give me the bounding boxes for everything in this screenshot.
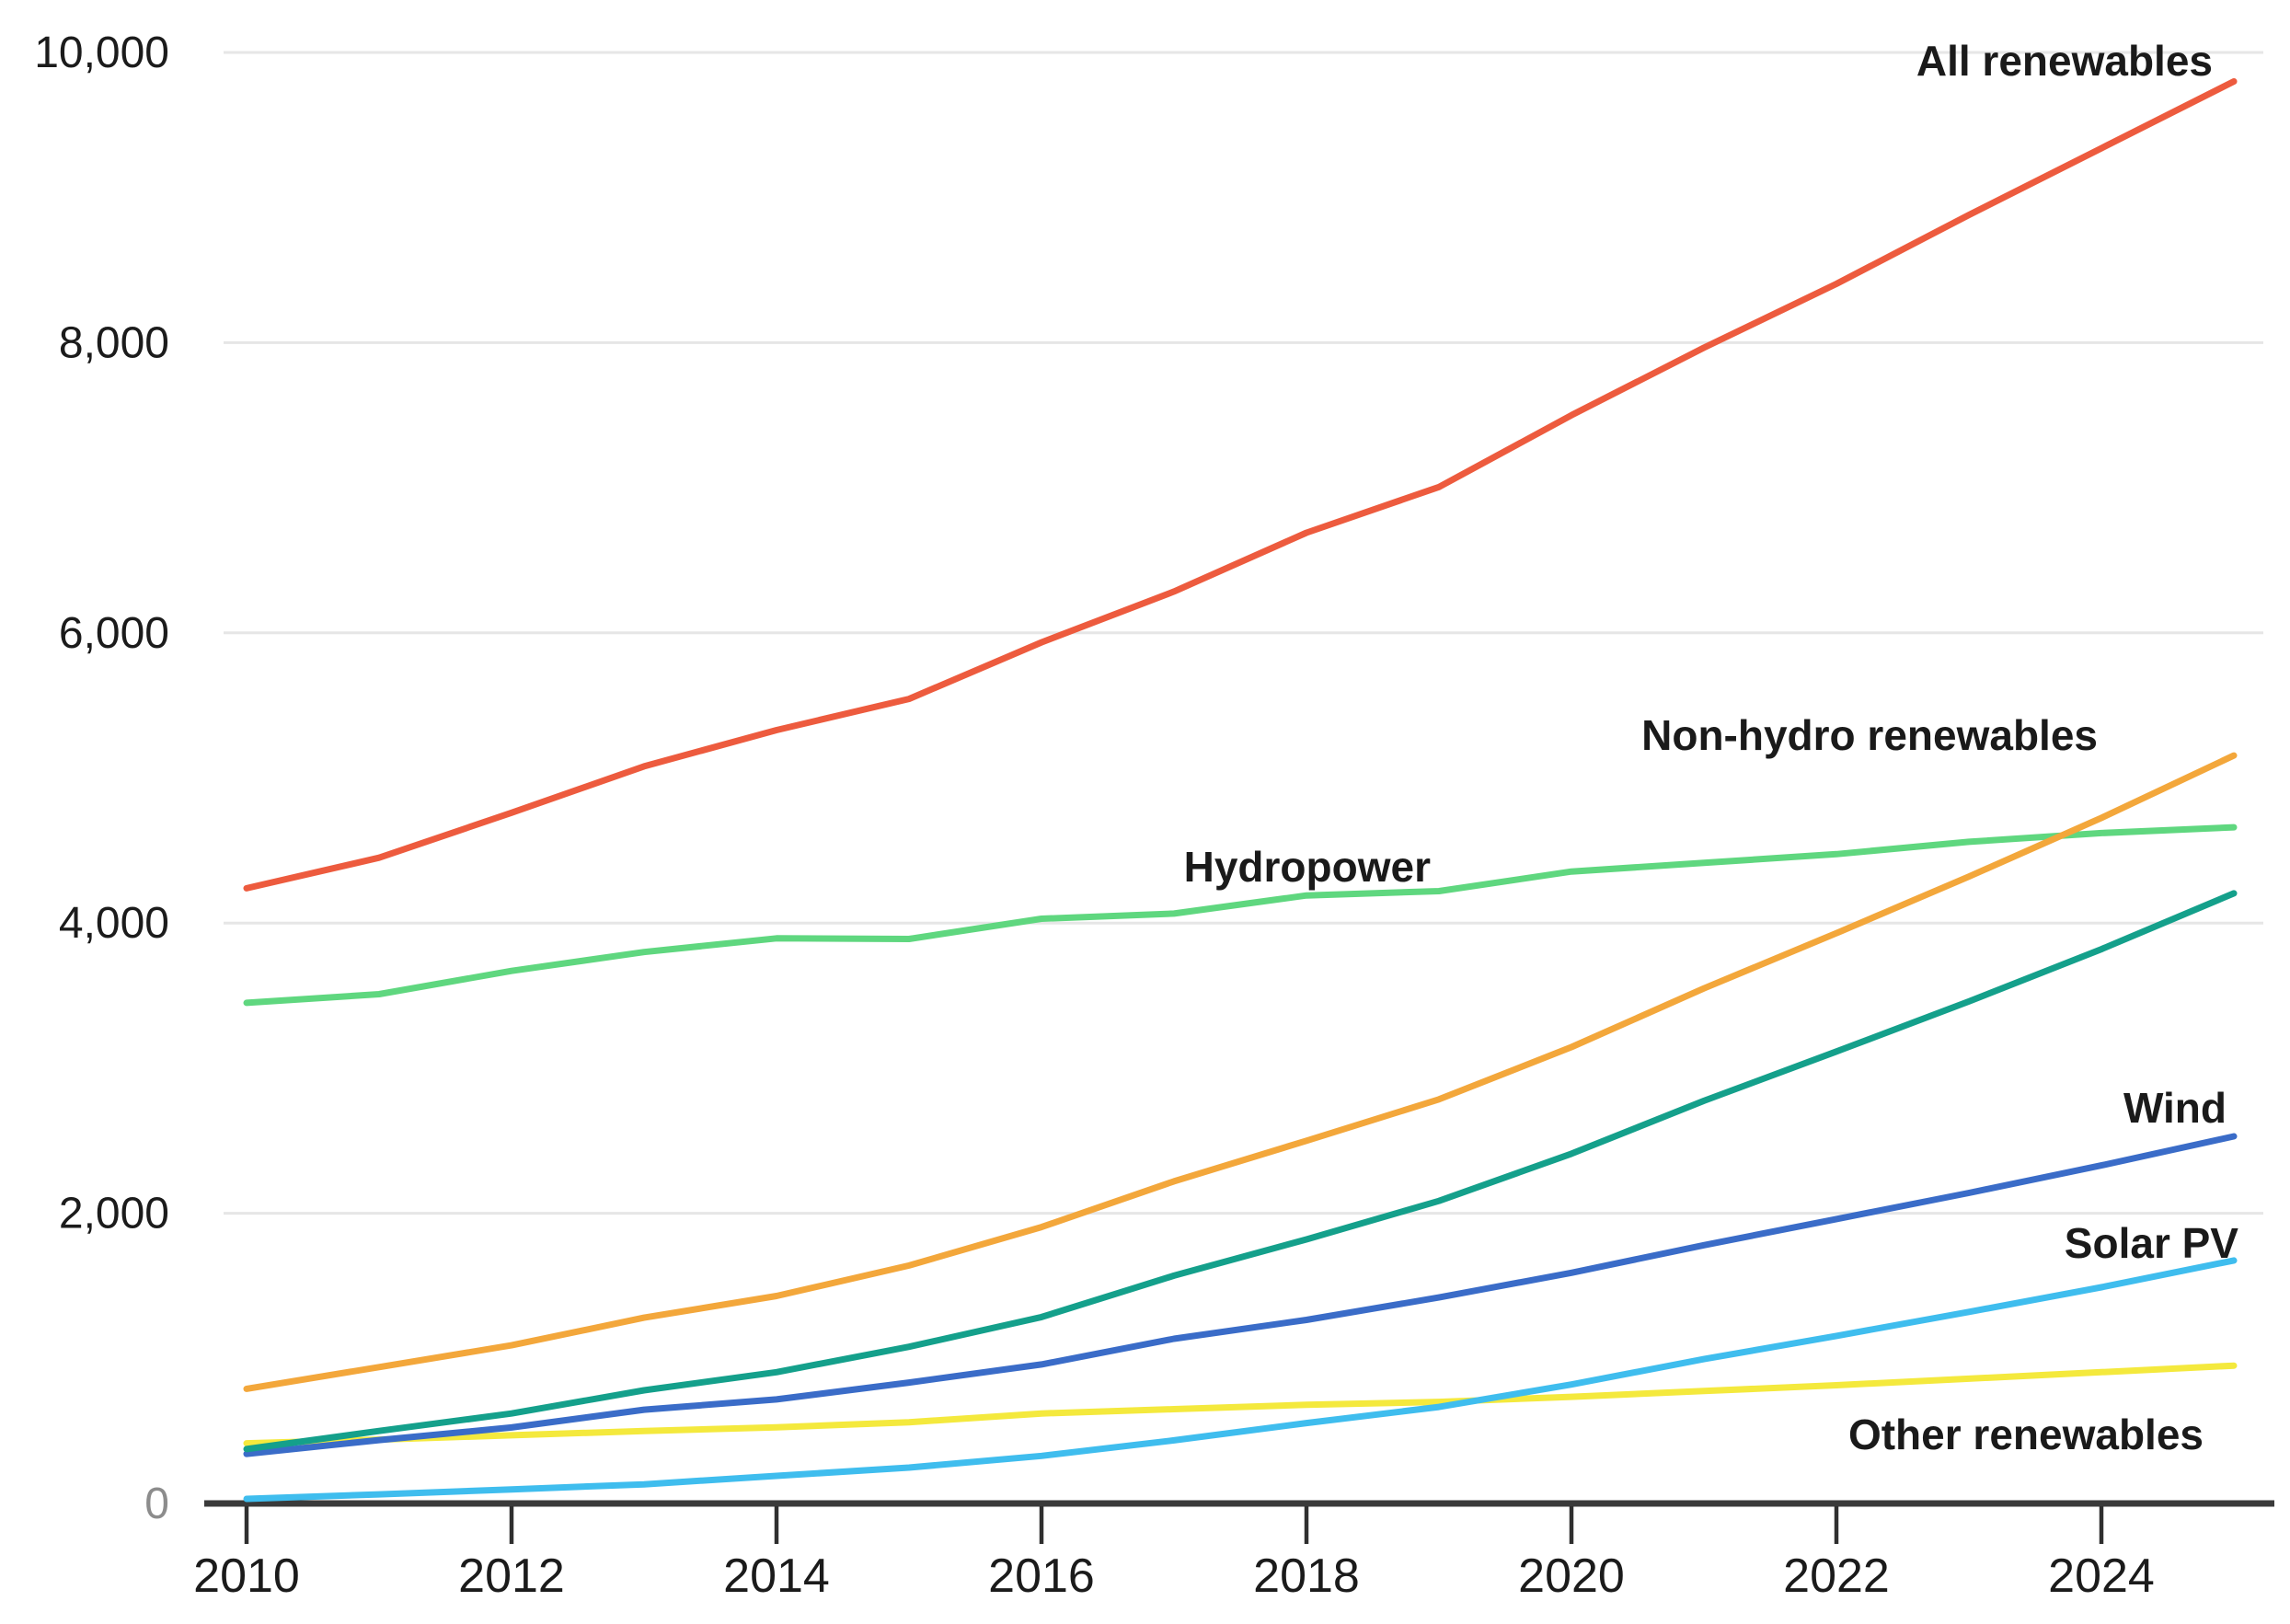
series-line-wind-and-solar-combined bbox=[243, 890, 2238, 1453]
x-axis-label-2010: 2010 bbox=[193, 1549, 300, 1603]
x-axis-label-2018: 2018 bbox=[1253, 1549, 1360, 1603]
series-line-solar-pv bbox=[243, 1257, 2238, 1503]
series-line-non-hydro-renewables bbox=[243, 752, 2238, 1392]
series-line-wind bbox=[243, 1133, 2238, 1457]
y-axis-label-2000: 2,000 bbox=[59, 1190, 169, 1238]
x-axis-label-2016: 2016 bbox=[988, 1549, 1095, 1603]
series-label-all-renewables: All renewables bbox=[1916, 37, 2213, 85]
y-axis-label-8000: 8,000 bbox=[59, 318, 169, 367]
series-label-wind: Wind bbox=[2123, 1084, 2227, 1132]
x-axis-label-2022: 2022 bbox=[1783, 1549, 1890, 1603]
y-axis-label-6000: 6,000 bbox=[59, 609, 169, 658]
series-label-other-renewables: Other renewables bbox=[1848, 1411, 2204, 1458]
x-axis-label-2012: 2012 bbox=[458, 1549, 565, 1603]
y-axis-label-4000: 4,000 bbox=[59, 899, 169, 948]
y-axis-label-0: 0 bbox=[144, 1480, 169, 1528]
series-line-all-renewables bbox=[243, 78, 2238, 892]
x-axis-label-2024: 2024 bbox=[2048, 1549, 2155, 1603]
x-axis-label-2020: 2020 bbox=[1518, 1549, 1625, 1603]
series-line-hydropower bbox=[243, 824, 2238, 1007]
y-axis-label-10000: 10,000 bbox=[34, 29, 169, 77]
series-line-other-renewables bbox=[243, 1362, 2238, 1447]
series-label-solar-pv: Solar PV bbox=[2065, 1219, 2239, 1267]
series-label-non-hydro-renewables: Non-hydro renewables bbox=[1641, 711, 2098, 759]
x-axis-label-2014: 2014 bbox=[723, 1549, 830, 1603]
series-label-hydropower: Hydropower bbox=[1184, 843, 1431, 891]
